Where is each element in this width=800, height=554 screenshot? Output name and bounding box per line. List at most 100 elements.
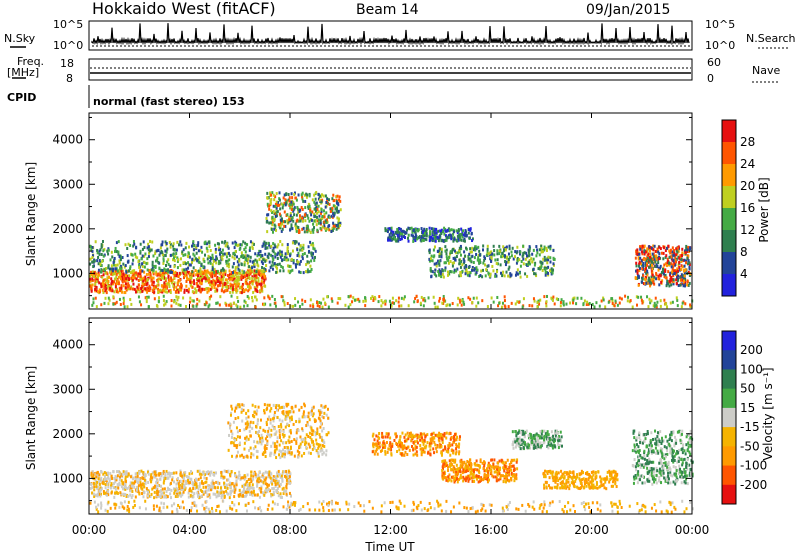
rti-cell [297, 455, 300, 459]
rti-cell [658, 283, 661, 287]
rti-cell [162, 289, 165, 293]
rti-cell [285, 441, 288, 445]
rti-cell [301, 415, 304, 419]
rti-cell [206, 249, 209, 253]
rti-cell [309, 451, 312, 455]
rti-cell [302, 199, 305, 203]
rti-cell [288, 215, 291, 219]
rti-cell [91, 470, 94, 474]
rti-cell [467, 228, 470, 232]
rti-cell [669, 251, 672, 255]
rti-cell [295, 437, 298, 441]
rti-cell [156, 480, 159, 484]
rti-cell [655, 273, 658, 277]
rti-cell [261, 275, 264, 279]
rti-cell [102, 254, 105, 258]
rti-cell [407, 226, 410, 230]
rti-cell [292, 202, 295, 206]
rti-cell [185, 267, 188, 271]
rti-cell [189, 280, 192, 284]
rti-cell [262, 276, 265, 280]
rti-cell [108, 285, 111, 289]
rti-cell [327, 431, 330, 435]
rti-cell [503, 295, 506, 299]
rti-cell [275, 265, 278, 269]
rti-cell [327, 416, 330, 420]
rti-cell [319, 435, 322, 439]
rti-cell [175, 290, 178, 294]
rti-cell [235, 438, 238, 442]
rti-cell [282, 486, 285, 490]
rti-cell [250, 492, 253, 496]
rti-cell [221, 248, 224, 252]
rti-cell [290, 415, 293, 419]
rti-cell [486, 244, 489, 248]
rti-cell [275, 430, 278, 434]
rti-cell [662, 270, 665, 274]
rti-cell [92, 473, 95, 477]
rti-cell [483, 258, 486, 262]
rti-cell [229, 490, 232, 494]
rti-cell [314, 197, 317, 201]
rti-cell [91, 475, 94, 479]
rti-cell [96, 470, 99, 474]
rti-cell [336, 194, 339, 198]
rti-cell [430, 269, 433, 273]
rti-cell [641, 252, 644, 256]
rti-cell [194, 477, 197, 481]
rti-cell [295, 441, 298, 445]
rti-cell [124, 282, 127, 286]
rti-cell [147, 272, 150, 276]
rti-cell [259, 426, 262, 430]
rti-cell [268, 415, 271, 419]
rti-cell [163, 282, 166, 286]
rti-cell [636, 271, 639, 275]
rti-cell [393, 301, 396, 305]
rti-cell [161, 491, 164, 495]
rti-cell [167, 258, 170, 262]
rti-cell [557, 298, 560, 302]
rti-cell [278, 443, 281, 447]
rti-cell [104, 267, 107, 271]
rti-cell [471, 300, 474, 304]
rti-cell [261, 254, 264, 258]
rti-cell [635, 269, 638, 273]
rti-cell [287, 258, 290, 262]
rti-cell [446, 228, 449, 232]
rti-cell [129, 489, 132, 493]
rti-cell [315, 215, 318, 219]
rti-cell [251, 276, 254, 280]
rti-cell [519, 264, 522, 268]
rti-cell [133, 242, 136, 246]
rti-cell [332, 221, 335, 225]
rti-cell [279, 207, 282, 211]
rti-cell [173, 276, 176, 280]
rti-cell [235, 426, 238, 430]
rti-cell [210, 285, 213, 289]
rti-cell [289, 254, 292, 258]
rti-cell [264, 284, 267, 288]
rti-cell [260, 487, 263, 491]
rti-cell [177, 303, 180, 307]
rti-cell [416, 299, 419, 303]
rti-cell [123, 275, 126, 279]
rti-cell [266, 191, 269, 195]
rti-cell [281, 419, 284, 423]
rti-cell [107, 248, 110, 252]
rti-cell [208, 241, 211, 245]
rti-cell [152, 276, 155, 280]
rti-cell [432, 231, 435, 235]
rti-cell [538, 302, 541, 306]
rti-cell [284, 203, 287, 207]
rti-cell [683, 268, 686, 272]
rti-cell [444, 245, 447, 249]
rti-cell [528, 249, 531, 253]
rti-cell [636, 303, 639, 307]
rti-cell [260, 480, 263, 484]
rti-cell [279, 221, 282, 225]
rti-cell [129, 287, 132, 291]
rti-cell [445, 236, 448, 240]
rti-cell [117, 275, 120, 279]
rti-cell [279, 435, 282, 439]
rti-cell [649, 284, 652, 288]
